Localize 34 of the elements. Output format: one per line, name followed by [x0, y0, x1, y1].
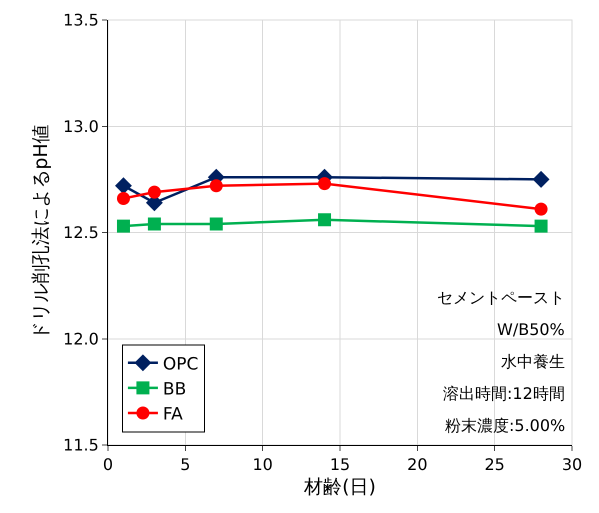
annotation: 溶出時間:12時間 [443, 384, 565, 403]
point [534, 202, 548, 216]
x-axis-title: 材齢(日) [303, 476, 376, 498]
annotation: W/B50% [497, 320, 565, 339]
point [318, 177, 332, 190]
annotation: セメントペースト [437, 288, 565, 307]
point [532, 170, 550, 188]
annotation: 水中養生 [501, 352, 565, 371]
x-tick-label: 30 [562, 455, 582, 474]
legend-label: FA [162, 404, 184, 425]
x-tick-label: 5 [180, 455, 190, 474]
point [210, 218, 223, 230]
x-tick-label: 10 [252, 455, 273, 474]
annotation: 粉末濃度:5.00% [445, 416, 566, 435]
x-tick-label: 15 [330, 455, 350, 474]
x-tick-label: 20 [407, 455, 428, 474]
point [534, 220, 548, 233]
y-tick-label: 12.0 [63, 329, 99, 348]
point [116, 192, 130, 205]
legend-label: OPC [162, 354, 198, 374]
point [210, 179, 223, 192]
point [115, 177, 132, 194]
point [148, 186, 161, 199]
y-axis-title: ドリル削孔法によるpH値 [30, 124, 52, 341]
y-tick-label: 13.5 [63, 10, 99, 30]
legend-label: BB [162, 380, 186, 400]
x-tick-label: 25 [484, 455, 505, 474]
point [318, 213, 332, 226]
y-tick-label: 13.0 [63, 116, 99, 136]
y-tick-label: 11.5 [63, 436, 99, 455]
y-tick-label: 12.5 [63, 223, 99, 242]
point [148, 218, 161, 230]
point [116, 220, 130, 233]
x-tick-label: 0 [102, 455, 114, 474]
